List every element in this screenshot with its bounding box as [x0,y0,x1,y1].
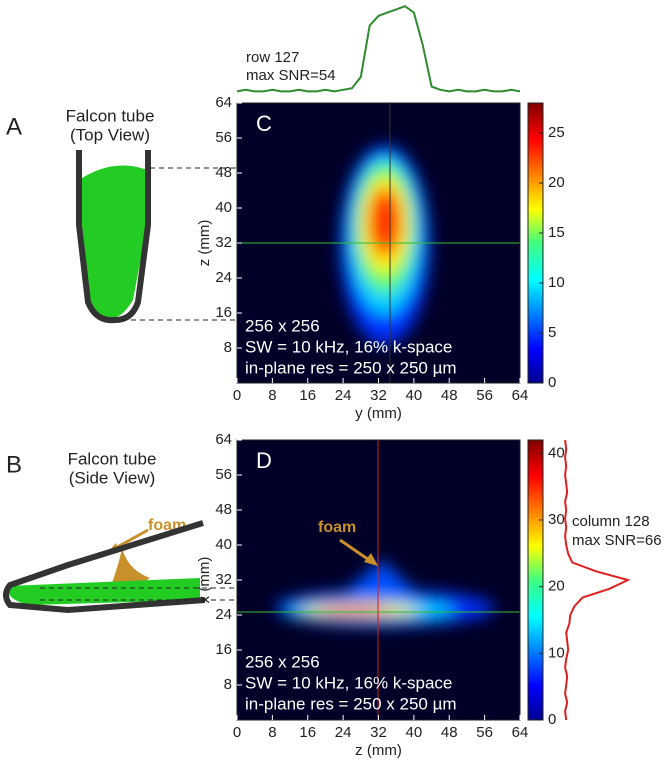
liquid [82,165,147,319]
x-tick-label: 24 [335,387,352,404]
y-tick-label: 48 [215,501,232,518]
profile-label: column 128 [572,513,650,530]
colorbar-tick-label: 10 [548,644,565,661]
y-tick-label: 16 [215,641,232,658]
profile-label: max SNR=54 [246,67,336,84]
colorbar-tick-label: 20 [548,174,565,191]
x-tick-label: 64 [512,387,529,404]
image-note: in-plane res = 250 x 250 µm [245,694,457,713]
y-tick-label: 56 [215,466,232,483]
y-tick-label: 56 [215,129,232,146]
profile-label: max SNR=66 [572,532,662,549]
x-tick-label: 24 [335,724,352,741]
colorbar-tick-label: 30 [548,511,565,528]
colorbar-tick-label: 0 [548,711,556,728]
x-tick-label: 48 [441,724,458,741]
y-tick-label: 24 [215,606,232,623]
colorbar-tick-label: 20 [548,578,565,595]
signal-map [340,145,430,345]
panel-letter: B [6,451,22,478]
x-tick-label: 56 [476,724,493,741]
colorbar-tick-label: 25 [548,124,565,141]
y-tick-label: 8 [224,339,232,356]
colorbar-tick-label: 10 [548,274,565,291]
colorbar [527,102,544,384]
liquid [7,578,200,605]
y-tick-label: 40 [215,199,232,216]
x-axis-label: z (mm) [355,742,402,759]
profile-label: row 127 [246,49,299,66]
profile-line [564,439,631,721]
x-tick-label: 8 [268,387,276,404]
signal-map [275,560,495,626]
x-tick-label: 0 [233,387,241,404]
foam-shape [112,548,150,588]
y-tick-label: 32 [215,234,232,251]
colorbar-tick-label: 15 [548,224,565,241]
y-tick-label: 64 [215,94,232,111]
panel-title: Falcon tube [68,449,157,468]
y-tick-label: 40 [215,536,232,553]
x-tick-label: 16 [299,387,316,404]
colorbar-tick-label: 40 [548,444,565,461]
x-tick-label: 16 [299,724,316,741]
x-tick-label: 40 [406,724,423,741]
tube [3,520,206,614]
x-tick-label: 56 [476,387,493,404]
x-tick-label: 32 [370,387,387,404]
y-axis-label: x (mm) [196,557,213,604]
y-tick-label: 32 [215,571,232,588]
image-note: SW = 10 kHz, 16% k-space [245,673,452,692]
x-axis-label: y (mm) [355,405,402,422]
y-axis-label: z (mm) [196,220,213,267]
x-tick-label: 40 [406,387,423,404]
x-tick-label: 0 [233,724,241,741]
arrow [339,538,373,564]
y-tick-label: 16 [215,304,232,321]
colorbar-tick-label: 5 [548,324,556,341]
panel-title: (Top View) [70,125,150,144]
image-note: 256 x 256 [245,316,320,335]
panel-title: Falcon tube [66,106,155,125]
colorbar [527,439,544,721]
profile-line [236,5,521,93]
panel-letter: D [256,448,272,473]
x-tick-label: 8 [268,724,276,741]
panel-title: (Side View) [69,468,156,487]
panel-letter: C [256,111,272,136]
image-note: in-plane res = 250 x 250 µm [245,358,457,377]
tube [76,150,151,324]
arrow-head [364,553,378,566]
colorbar-tick-label: 0 [548,374,556,391]
x-tick-label: 32 [370,724,387,741]
y-tick-label: 64 [215,431,232,448]
y-tick-label: 24 [215,269,232,286]
y-tick-label: 48 [215,164,232,181]
y-tick-label: 8 [224,676,232,693]
panel-letter: A [6,113,22,140]
image-note: SW = 10 kHz, 16% k-space [245,337,452,356]
annotation: foam [318,519,356,536]
x-tick-label: 64 [512,724,529,741]
image-note: 256 x 256 [245,652,320,671]
x-tick-label: 48 [441,387,458,404]
